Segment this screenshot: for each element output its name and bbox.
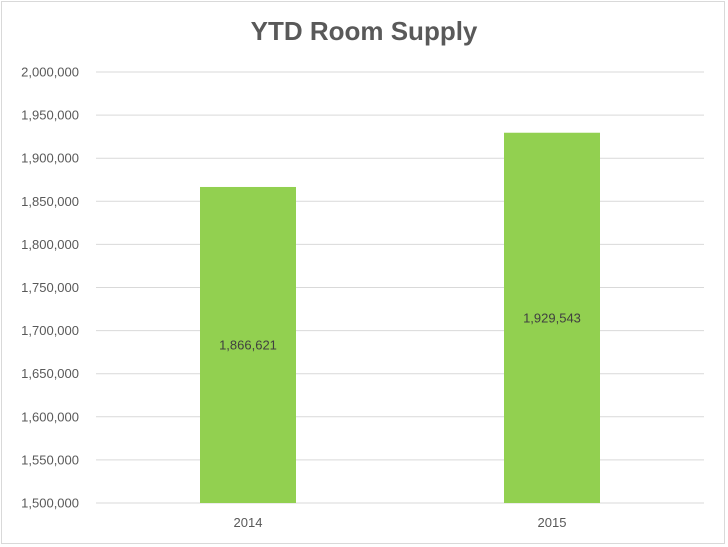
y-tick-label: 1,550,000 xyxy=(21,452,79,467)
x-tick-label-2014: 2014 xyxy=(234,515,263,530)
chart-title: YTD Room Supply xyxy=(250,16,478,46)
gridlines xyxy=(96,71,704,504)
y-tick-label: 2,000,000 xyxy=(21,65,79,80)
y-tick-label: 1,950,000 xyxy=(21,108,79,123)
y-tick-label: 1,600,000 xyxy=(21,409,79,424)
bar-2015 xyxy=(504,132,600,503)
y-tick-label: 1,500,000 xyxy=(21,496,79,511)
data-labels: 1,866,621 1,929,543 xyxy=(219,310,581,352)
data-label-2014: 1,866,621 xyxy=(219,337,277,352)
y-tick-label: 1,700,000 xyxy=(21,323,79,338)
y-tick-label: 1,800,000 xyxy=(21,237,79,252)
x-tick-label-2015: 2015 xyxy=(538,515,567,530)
y-tick-label: 1,900,000 xyxy=(21,151,79,166)
bars xyxy=(200,132,600,503)
y-tick-label: 1,850,000 xyxy=(21,194,79,209)
y-tick-label: 1,750,000 xyxy=(21,280,79,295)
x-axis-tick-labels: 2014 2015 xyxy=(234,515,567,530)
bar-2014 xyxy=(200,186,296,503)
y-axis-tick-labels: 1,500,000 1,550,000 1,600,000 1,650,000 1,70… xyxy=(21,65,79,511)
y-tick-label: 1,650,000 xyxy=(21,366,79,381)
data-label-2015: 1,929,543 xyxy=(523,310,581,325)
